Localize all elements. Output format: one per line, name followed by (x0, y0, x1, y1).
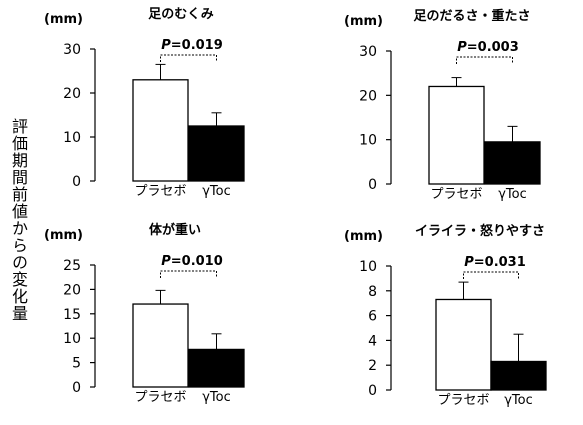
panel4-unit-label: (mm) (344, 229, 383, 244)
panel4-y-tick-label: 2 (368, 358, 377, 374)
panel4-bar-gamma-toc (491, 361, 546, 390)
panel2-p-value: P=0.003 (457, 40, 519, 55)
panel3-y-tick-label: 25 (63, 258, 81, 274)
panel1-x-tick-label: プラセボ (134, 184, 186, 199)
panel3-bar-placebo (133, 304, 188, 387)
panel3-y-tick-label: 10 (63, 331, 81, 347)
panel3-x-tick-label: γToc (202, 390, 231, 405)
panel4-y-tick-label: 10 (359, 259, 377, 275)
panel1-unit-label: (mm) (44, 12, 83, 27)
panel2-x-tick-label: γToc (498, 187, 527, 202)
panel4-y-tick-label: 8 (368, 284, 377, 300)
panel4-significance-bracket (464, 272, 519, 279)
panel3-y-tick-label: 15 (63, 307, 81, 323)
panel1-y-tick-label: 0 (72, 174, 81, 190)
panel2-bar-placebo (429, 86, 484, 184)
panel3-y-tick-label: 0 (72, 380, 81, 396)
panel1-bar-gamma-toc (189, 126, 244, 181)
panel2-title: 足のだるさ・重たさ (413, 8, 530, 24)
panel4-y-tick-label: 6 (368, 309, 377, 325)
panel3-x-tick-label: プラセボ (134, 390, 186, 405)
panel2-y-tick-label: 10 (359, 133, 377, 149)
panel4-x-tick-label: プラセボ (437, 393, 489, 408)
panel1-title: 足のむくみ (148, 7, 214, 22)
panel4-p-value: P=0.031 (464, 255, 526, 270)
panel3-bar-gamma-toc (189, 349, 244, 387)
panel4-y-tick-label: 4 (368, 333, 377, 349)
panel3-y-tick-label: 20 (63, 282, 81, 298)
panel3-significance-bracket (161, 271, 217, 278)
panel4-y-tick-label: 0 (368, 383, 377, 399)
panel4-x-tick-label: γToc (504, 393, 533, 408)
panel2-y-tick-label: 0 (368, 177, 377, 193)
panel2-y-tick-label: 20 (359, 88, 377, 104)
panel2-y-tick-label: 30 (359, 44, 377, 60)
panel4-bar-placebo (436, 299, 491, 390)
panel2-unit-label: (mm) (344, 14, 383, 29)
panel3-p-value: P=0.010 (161, 254, 223, 269)
panel1-x-tick-label: γToc (202, 184, 231, 199)
panel4-title: イライラ・怒りやすさ (415, 223, 545, 239)
panel1-y-tick-label: 10 (63, 130, 81, 146)
panel1-p-value: P=0.019 (161, 38, 223, 53)
panel2-x-tick-label: プラセボ (430, 187, 482, 202)
panel2-bar-gamma-toc (485, 142, 540, 184)
panel3-title: 体が重い (149, 222, 201, 238)
panel2-significance-bracket (457, 57, 513, 64)
panel1-bar-placebo (133, 80, 188, 181)
panel1-y-tick-label: 20 (63, 86, 81, 102)
panel1-significance-bracket (161, 55, 217, 62)
panel3-y-tick-label: 5 (72, 356, 81, 372)
panel1-y-tick-label: 30 (63, 42, 81, 58)
panel3-unit-label: (mm) (44, 228, 83, 243)
